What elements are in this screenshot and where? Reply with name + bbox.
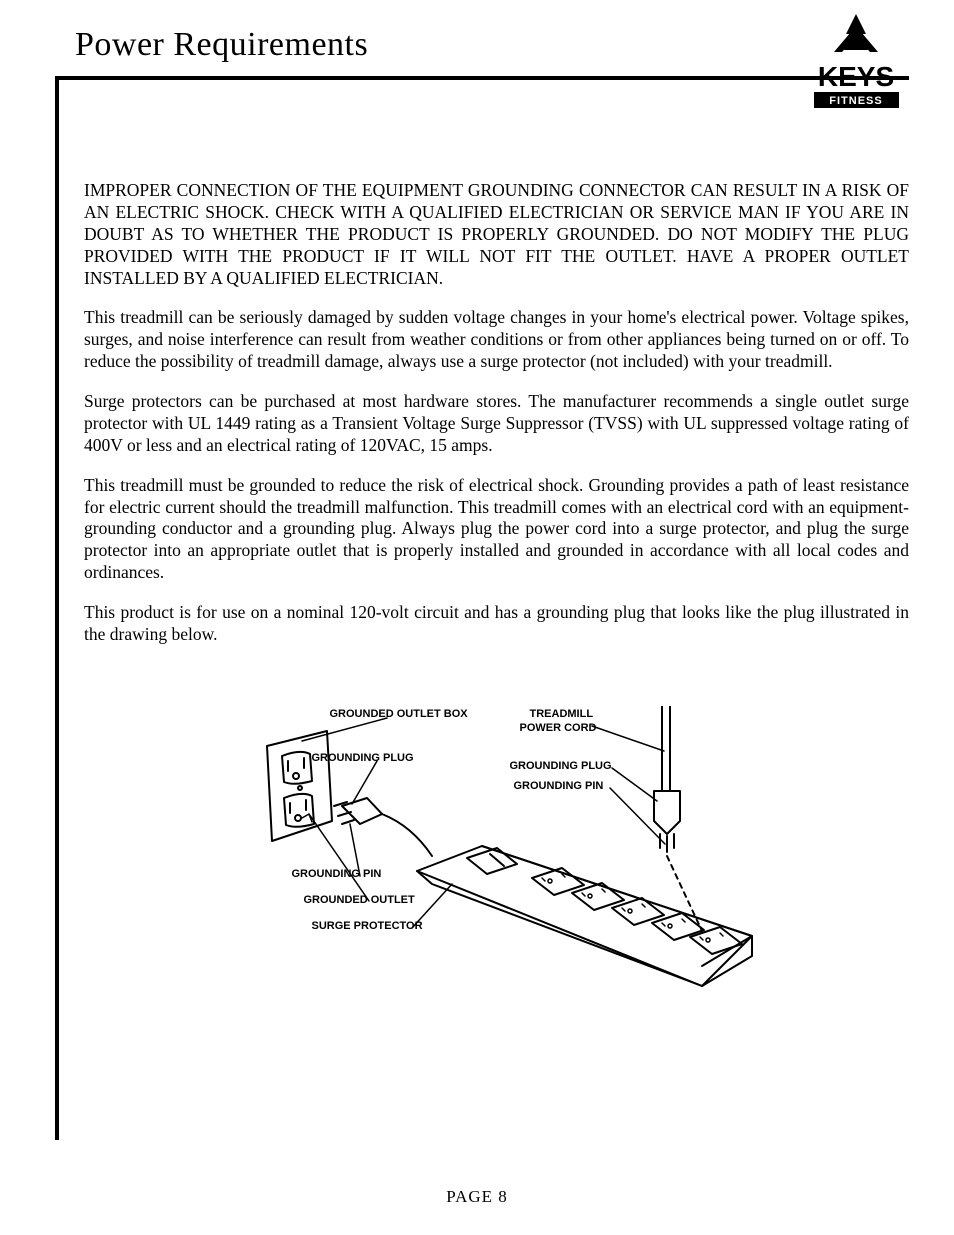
body-paragraph: This product is for use on a nominal 120… xyxy=(84,602,909,646)
diagram-label: SURGE PROTECTOR xyxy=(312,920,423,932)
diagram-label: GROUNDING PLUG xyxy=(510,760,612,772)
body-paragraph: This treadmill can be seriously damaged … xyxy=(84,307,909,373)
diagram-label: TREADMILL xyxy=(530,708,594,720)
diagram-label: GROUNDING PIN xyxy=(292,868,382,880)
diagram-label: POWER CORD xyxy=(520,722,597,734)
keys-fitness-logo: KEYS FITNESS xyxy=(804,8,909,113)
body-paragraph: This treadmill must be grounded to reduc… xyxy=(84,475,909,584)
content-column: IMPROPER CONNECTION OF THE EQUIPMENT GRO… xyxy=(55,80,909,1140)
body-paragraph: Surge protectors can be purchased at mos… xyxy=(84,391,909,457)
logo-text-top: KEYS xyxy=(818,61,894,92)
diagram-label: GROUNDED OUTLET BOX xyxy=(330,708,468,720)
diagram-label: GROUNDED OUTLET xyxy=(304,894,415,906)
page-title: Power Requirements xyxy=(55,20,368,64)
diagram-label: GROUNDING PLUG xyxy=(312,752,414,764)
page-footer: PAGE 8 xyxy=(0,1187,954,1207)
header-bar: Power Requirements xyxy=(55,20,909,80)
document-page: Power Requirements KEYS FITNESS IMPROPER… xyxy=(0,0,954,1235)
diagram-label: GROUNDING PIN xyxy=(514,780,604,792)
diagram-container: GROUNDED OUTLET BOX GROUNDING PLUG GROUN… xyxy=(84,706,909,1036)
logo-text-bottom: FITNESS xyxy=(829,95,882,107)
grounding-diagram: GROUNDED OUTLET BOX GROUNDING PLUG GROUN… xyxy=(232,706,762,1036)
warning-paragraph: IMPROPER CONNECTION OF THE EQUIPMENT GRO… xyxy=(84,180,909,289)
